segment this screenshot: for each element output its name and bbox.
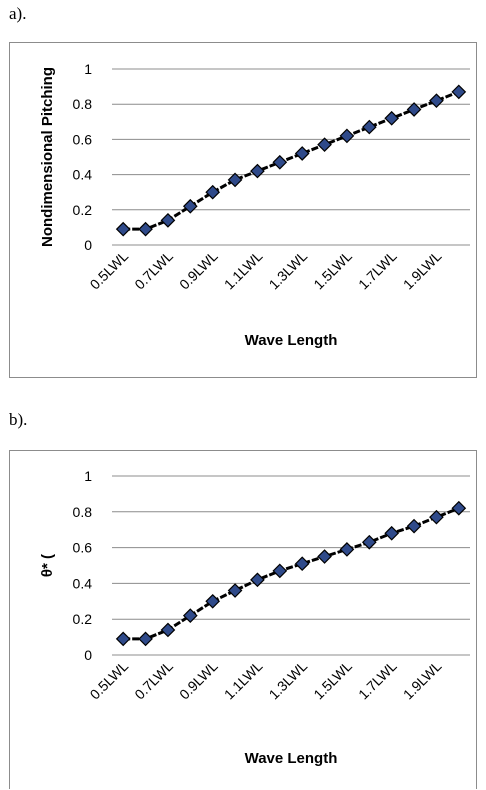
x-tick-label: 0.9LWL	[176, 248, 221, 293]
x-tick-label: 1.9LWL	[400, 248, 445, 293]
panel-b-label: b).	[9, 410, 28, 429]
y-tick-label: 1	[84, 468, 92, 484]
data-point	[429, 509, 444, 525]
y-tick-label: 0	[84, 237, 92, 253]
chart-b: 00.20.40.60.810.5LWL 0.7LWL 0.9LWL 1.1LWL 1.…	[39, 468, 470, 767]
data-point	[429, 93, 444, 109]
y-tick-label: 0.6	[73, 540, 93, 556]
x-axis-title: Wave Length	[245, 750, 338, 767]
chart-a: 00.20.40.60.810.5LWL 0.7LWL 0.9LWL 1.1LWL 1.…	[39, 61, 470, 349]
x-tick-label: 1.7LWL	[355, 658, 400, 703]
y-tick-label: 0.8	[73, 96, 93, 112]
data-point	[250, 572, 265, 588]
y-tick-label: 0.6	[73, 131, 93, 147]
x-tick-label: 0.9LWL	[176, 658, 221, 703]
data-point	[138, 631, 153, 647]
y-tick-label: 0.8	[73, 504, 93, 520]
x-tick-label: 1.1LWL	[221, 248, 266, 293]
data-point	[250, 163, 265, 179]
chart-a-frame: 0 0.2 0.4 0.6 0.8 1 0.5LWL 0.7LWL 0.9LWL 1.1LWL 1.…	[9, 42, 477, 378]
chart-b-frame: 0 0.2 0.4 0.6 0.8 1 0.5LWL 0.7LWL 0.9LWL 1.1LWL 1.…	[9, 450, 477, 789]
data-point	[160, 622, 176, 638]
x-tick-label: 0.7LWL	[131, 248, 176, 293]
data-point	[272, 154, 288, 170]
data-point	[451, 500, 467, 516]
x-tick-label: 0.5LWL	[87, 658, 132, 703]
x-tick-label: 1.9LWL	[400, 658, 445, 703]
x-axis-title: Wave Length	[245, 332, 338, 349]
x-tick-label: 0.7LWL	[131, 658, 176, 703]
series-line	[123, 506, 460, 641]
panel-a-label: a).	[9, 4, 27, 23]
data-point	[361, 534, 377, 550]
data-point	[406, 102, 422, 117]
x-tick-label: 1.5LWL	[310, 658, 355, 703]
data-point	[384, 525, 400, 541]
data-point	[138, 221, 153, 237]
y-tick-label: 0.2	[73, 611, 93, 627]
y-tick-label: 0.2	[73, 202, 93, 218]
data-point	[205, 184, 221, 200]
y-axis-title: Nondimensional Pitching	[39, 67, 56, 247]
data-point	[182, 198, 198, 214]
data-point	[339, 128, 355, 144]
y-tick-label: 0	[84, 647, 92, 663]
series-line	[123, 90, 460, 231]
data-point	[294, 556, 310, 572]
data-point	[384, 110, 400, 126]
data-point	[339, 542, 355, 557]
data-point	[272, 563, 288, 579]
x-tick-label: 0.5LWL	[87, 248, 132, 293]
y-tick-label: 0.4	[73, 575, 93, 591]
x-tick-label: 1.7LWL	[355, 248, 400, 293]
data-point	[406, 518, 422, 534]
data-point	[115, 221, 131, 237]
data-point	[115, 631, 131, 647]
data-point	[205, 593, 221, 609]
data-point	[451, 84, 467, 100]
data-point	[361, 119, 377, 135]
y-axis-title: θ* (	[39, 554, 56, 577]
data-point	[182, 608, 198, 623]
x-tick-label: 1.1LWL	[221, 658, 266, 703]
x-tick-label: 1.3LWL	[266, 248, 311, 293]
data-point	[160, 213, 176, 228]
x-tick-label: 1.3LWL	[266, 658, 311, 703]
data-point	[227, 583, 243, 598]
data-point	[294, 146, 310, 161]
data-point	[317, 137, 332, 153]
y-tick-label: 1	[84, 61, 92, 77]
data-point	[317, 549, 332, 564]
y-tick-label: 0.4	[73, 167, 93, 183]
data-point	[227, 172, 243, 188]
x-tick-label: 1.5LWL	[310, 248, 355, 293]
